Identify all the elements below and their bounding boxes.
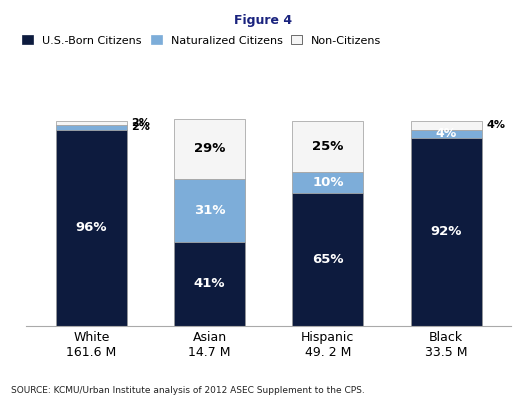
Legend: U.S.-Born Citizens, Naturalized Citizens, Non-Citizens: U.S.-Born Citizens, Naturalized Citizens… — [22, 35, 382, 46]
Text: 41%: 41% — [194, 277, 226, 290]
Bar — [56, 121, 127, 125]
Text: 2%: 2% — [132, 118, 151, 128]
Text: 65%: 65% — [312, 252, 344, 266]
Bar — [174, 119, 245, 179]
Text: 31%: 31% — [194, 204, 226, 217]
Bar — [174, 242, 245, 326]
Bar — [292, 172, 364, 193]
Text: 29%: 29% — [194, 143, 226, 156]
Bar — [411, 121, 482, 129]
Text: 25%: 25% — [312, 141, 344, 153]
Bar — [411, 129, 482, 138]
Bar — [411, 138, 482, 326]
Text: 4%: 4% — [435, 127, 457, 140]
Text: 96%: 96% — [76, 221, 107, 234]
Text: 2%: 2% — [0, 396, 1, 397]
Bar — [292, 193, 364, 326]
Bar — [56, 125, 127, 129]
Text: 10%: 10% — [312, 176, 344, 189]
Text: 4%: 4% — [486, 120, 505, 131]
Text: Figure 4: Figure 4 — [235, 14, 292, 27]
Bar — [56, 129, 127, 326]
Text: 2%: 2% — [132, 123, 151, 133]
Text: SOURCE: KCMU/Urban Institute analysis of 2012 ASEC Supplement to the CPS.: SOURCE: KCMU/Urban Institute analysis of… — [11, 386, 364, 395]
Bar — [292, 121, 364, 172]
Bar — [174, 179, 245, 242]
Text: 92%: 92% — [431, 225, 462, 238]
